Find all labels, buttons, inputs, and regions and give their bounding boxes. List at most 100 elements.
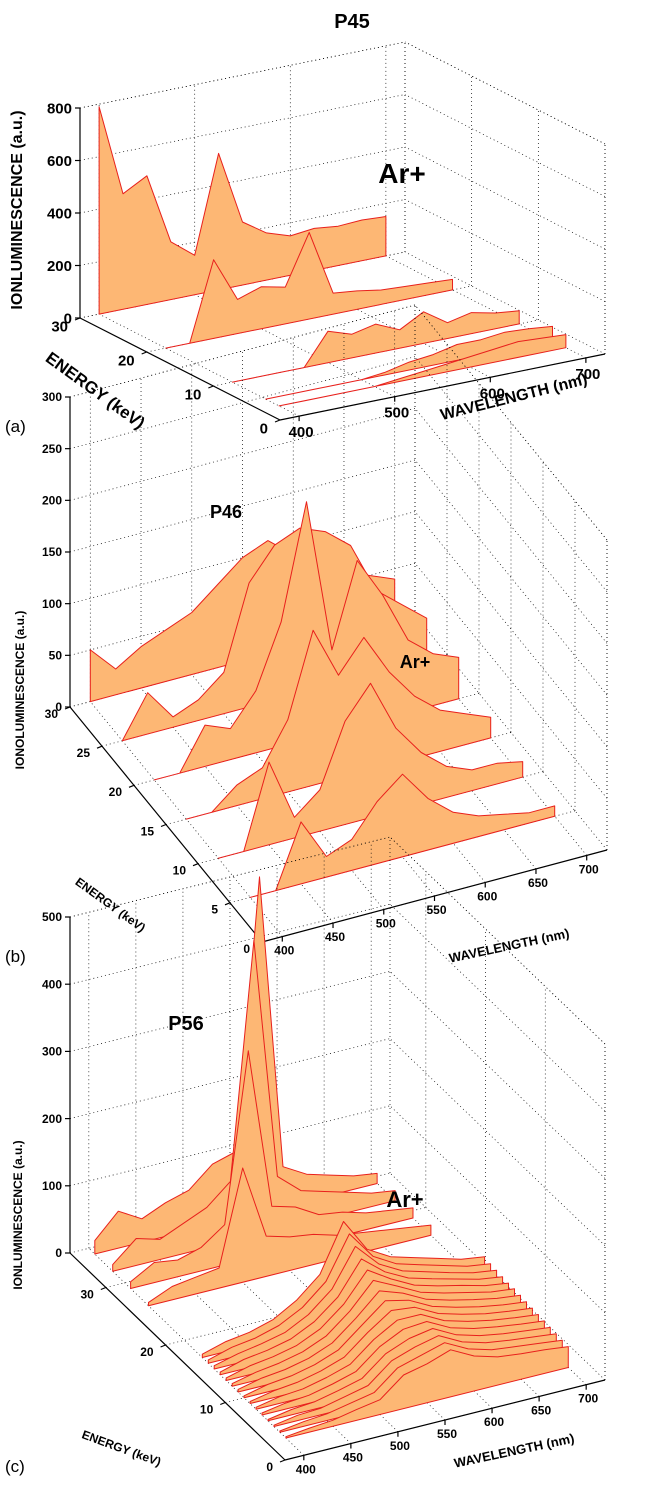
spectrum-slice xyxy=(231,310,520,383)
x-tick-label: 700 xyxy=(578,1392,598,1406)
grid-line xyxy=(389,903,606,1112)
x-tick-label: 700 xyxy=(579,862,599,876)
x-tick-label: 400 xyxy=(274,944,294,958)
spectrum-slice xyxy=(217,682,524,859)
grid-line xyxy=(79,41,406,109)
panel-a-letter: (a) xyxy=(5,417,26,436)
y-tick-label: 20 xyxy=(140,1345,154,1359)
grid-line xyxy=(404,94,606,197)
grid-line xyxy=(69,971,391,1052)
z-tick-label: 150 xyxy=(42,545,62,559)
z-tick-label: 0 xyxy=(55,700,62,714)
grid-line xyxy=(389,971,606,1179)
x-tick-label: 500 xyxy=(390,1439,410,1453)
spectrum-slice xyxy=(98,106,387,315)
z-tick-label: 300 xyxy=(42,1045,62,1059)
y-tick-label: 20 xyxy=(118,353,135,370)
z-tick-label: 100 xyxy=(42,597,62,611)
z-tick-label: 100 xyxy=(42,1179,62,1193)
x-tick-label: 500 xyxy=(376,917,396,931)
z-tick-label: 0 xyxy=(55,1246,62,1260)
grid-line xyxy=(194,294,395,398)
grid-line xyxy=(414,614,608,851)
panel-a-slices xyxy=(98,106,567,407)
panel-b: P46 400450500550600650700051015202530050… xyxy=(5,304,608,966)
z-tick-label: 250 xyxy=(42,442,62,456)
y-tick-label: 30 xyxy=(51,319,68,336)
y-tick-label: 20 xyxy=(109,785,123,799)
x-tick-label: 600 xyxy=(480,385,505,402)
y-axis-line xyxy=(79,317,281,421)
grid-line xyxy=(414,304,608,541)
y-tick xyxy=(141,351,147,355)
spectrum-slice xyxy=(265,325,554,400)
grid-line xyxy=(79,41,406,109)
grid-line xyxy=(69,1038,391,1119)
z-tick-label: 200 xyxy=(47,258,72,275)
grid-line xyxy=(389,1172,606,1381)
y-tick-label: 0 xyxy=(266,1460,273,1474)
panel-a-annotation: Ar+ xyxy=(378,158,425,189)
grid-line xyxy=(69,1105,391,1187)
y-tick xyxy=(279,1459,286,1463)
panel-b-slices xyxy=(89,501,556,898)
grid-line xyxy=(389,1105,606,1314)
grid-line xyxy=(290,274,491,378)
panel-c-title: P56 xyxy=(168,1013,204,1035)
x-axis-line xyxy=(279,353,606,421)
panel-c-axes: 4004505005506006507000102030010020030040… xyxy=(42,910,606,1476)
y-tick-label: 30 xyxy=(45,707,59,721)
y-tick-label: 30 xyxy=(80,1287,94,1301)
z-tick-label: 50 xyxy=(49,649,63,663)
panel-a-zlabel: IONLUMINESCENCE (a.u.) xyxy=(9,110,26,309)
spectrum-slice xyxy=(185,629,492,820)
grid-line xyxy=(389,1038,606,1246)
grid-line xyxy=(79,146,406,214)
z-tick-label: 300 xyxy=(42,390,62,404)
panel-c-zlabel: IONLUMINESCENCE (a.u.) xyxy=(11,1140,25,1289)
x-tick-label: 400 xyxy=(289,424,314,441)
z-tick-label: 400 xyxy=(47,205,72,222)
y-tick xyxy=(220,1401,226,1406)
grid-line xyxy=(404,199,606,302)
panel-a-title: P45 xyxy=(334,11,370,33)
grid-line xyxy=(79,94,406,161)
z-tick-label: 400 xyxy=(42,977,62,991)
y-tick xyxy=(224,902,231,906)
x-tick-label: 450 xyxy=(325,930,345,944)
z-tick-label: 200 xyxy=(42,494,62,508)
y-tick-label: 25 xyxy=(77,746,91,760)
panel-b-zlabel: IONOLUMINESCENCE (a.u.) xyxy=(13,611,27,770)
y-tick xyxy=(128,784,135,788)
grid-line xyxy=(404,41,606,145)
y-tick xyxy=(160,823,167,828)
x-tick-label: 550 xyxy=(437,1427,457,1441)
x-tick-label: 500 xyxy=(384,405,409,422)
grid-line xyxy=(69,407,416,501)
panel-b-ylabel: ENERGY (keV) xyxy=(73,875,148,935)
grid-line xyxy=(69,836,391,918)
grid-line xyxy=(414,511,608,747)
panel-b-axes: 4004505005506006507000510152025300501001… xyxy=(42,390,608,958)
z-tick-label: 800 xyxy=(47,100,72,117)
z-tick-label: 200 xyxy=(42,1112,62,1126)
y-tick-label: 5 xyxy=(211,903,218,917)
panel-c-ylabel: ENERGY (keV) xyxy=(80,1427,163,1469)
x-tick-label: 600 xyxy=(477,889,497,903)
panel-b-annotation: Ar+ xyxy=(400,652,431,672)
spectrum-slice xyxy=(148,1167,432,1307)
spectrum-slice xyxy=(285,1346,569,1439)
y-tick xyxy=(160,1344,166,1348)
spectrum-slice xyxy=(278,334,567,407)
panel-c: P56 400450500550600650700010203001002003… xyxy=(5,836,606,1476)
grid-line xyxy=(389,836,606,1045)
z-tick-label: 0 xyxy=(64,310,72,327)
y-tick xyxy=(96,745,103,749)
grid-line xyxy=(88,1248,305,1456)
grid-line xyxy=(385,255,587,359)
x-tick-label: 650 xyxy=(528,876,548,890)
panel-a-xlabel: WAVELENGTH (nm) xyxy=(439,371,589,424)
